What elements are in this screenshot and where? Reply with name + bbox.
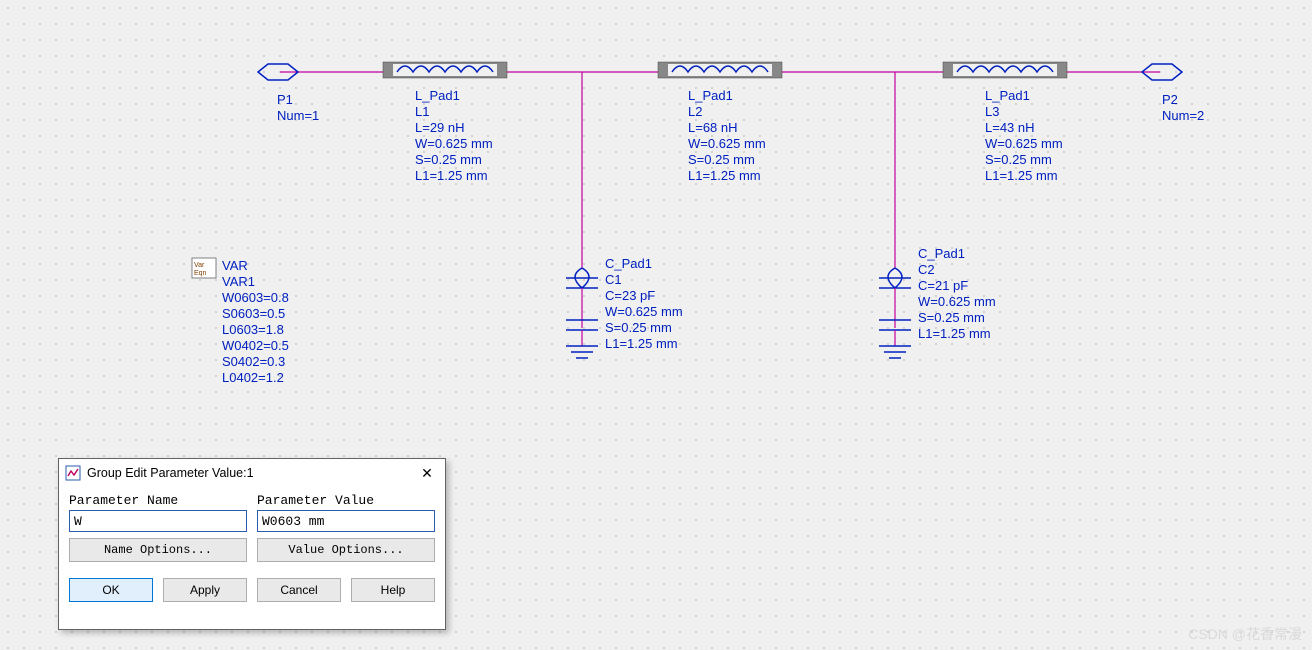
dialog-icon xyxy=(65,465,81,481)
group-edit-dialog: Group Edit Parameter Value:1 ✕ Parameter… xyxy=(58,458,446,630)
capacitor-c1[interactable] xyxy=(566,72,598,358)
inductor-l3[interactable] xyxy=(943,62,1067,78)
name-options-button[interactable]: Name Options... xyxy=(69,538,247,562)
port-p1-label: P1 Num=1 xyxy=(277,92,319,124)
c2-params: C_Pad1 C2 C=21 pF W=0.625 mm S=0.25 mm L… xyxy=(918,246,996,342)
ok-button[interactable]: OK xyxy=(69,578,153,602)
c1-params: C_Pad1 C1 C=23 pF W=0.625 mm S=0.25 mm L… xyxy=(605,256,683,352)
dialog-titlebar[interactable]: Group Edit Parameter Value:1 ✕ xyxy=(59,459,445,487)
value-options-button[interactable]: Value Options... xyxy=(257,538,435,562)
help-button[interactable]: Help xyxy=(351,578,435,602)
l3-params: L_Pad1 L3 L=43 nH W=0.625 mm S=0.25 mm L… xyxy=(985,88,1063,184)
var-block-icon[interactable]: Var Eqn xyxy=(192,258,216,278)
param-name-input[interactable] xyxy=(69,510,247,532)
param-value-input[interactable] xyxy=(257,510,435,532)
l2-params: L_Pad1 L2 L=68 nH W=0.625 mm S=0.25 mm L… xyxy=(688,88,766,184)
param-value-label: Parameter Value xyxy=(257,493,435,508)
dialog-title-text: Group Edit Parameter Value:1 xyxy=(87,466,254,480)
param-name-label: Parameter Name xyxy=(69,493,247,508)
svg-text:Eqn: Eqn xyxy=(194,270,207,277)
l1-params: L_Pad1 L1 L=29 nH W=0.625 mm S=0.25 mm L… xyxy=(415,88,493,184)
inductor-l2[interactable] xyxy=(658,62,782,78)
var-params: VAR VAR1 W0603=0.8 S0603=0.5 L0603=1.8 W… xyxy=(222,258,289,386)
cancel-button[interactable]: Cancel xyxy=(257,578,341,602)
watermark: CSDN @花香常漫 xyxy=(1188,624,1302,644)
port-p2-label: P2 Num=2 xyxy=(1162,92,1204,124)
apply-button[interactable]: Apply xyxy=(163,578,247,602)
close-icon[interactable]: ✕ xyxy=(415,465,439,482)
inductor-l1[interactable] xyxy=(383,62,507,78)
svg-text:Var: Var xyxy=(194,262,205,269)
capacitor-c2[interactable] xyxy=(879,72,911,358)
